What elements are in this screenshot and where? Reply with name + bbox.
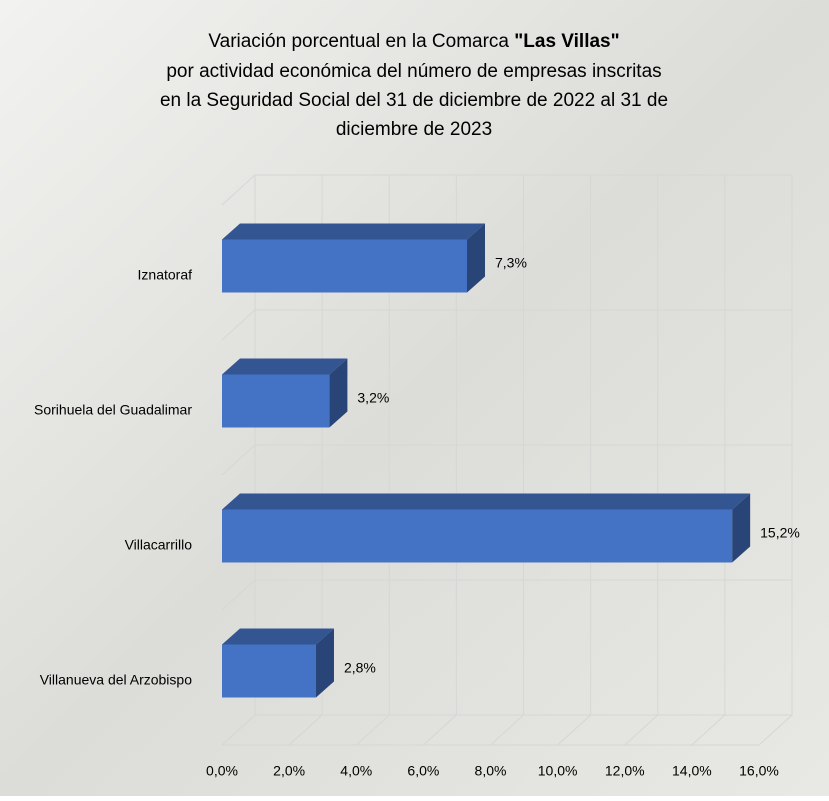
- data-label: 3,2%: [357, 390, 389, 406]
- wall-line: [221, 444, 792, 476]
- chart-subtitle: por actividad económica del número de em…: [166, 61, 661, 82]
- bar: [222, 239, 468, 293]
- bar-top: [222, 358, 348, 375]
- chart-title: Variación porcentual en la Comarca "Las …: [208, 31, 619, 52]
- y-tick-label: Villacarrillo: [125, 537, 193, 553]
- wall-line: [221, 579, 792, 611]
- wall-line: [221, 714, 792, 746]
- bar-side: [732, 493, 751, 563]
- grid: [221, 174, 793, 746]
- title-part: "Las Villas": [514, 31, 619, 52]
- chart-subtitle: en la Seguridad Social del 31 de diciemb…: [160, 90, 668, 111]
- x-tick-label: 2,0%: [273, 763, 305, 779]
- x-tick-label: 16,0%: [739, 763, 779, 779]
- bar-side: [467, 223, 486, 293]
- x-tick-label: 4,0%: [340, 763, 372, 779]
- wall-line: [221, 174, 792, 206]
- y-tick-label: Sorihuela del Guadalimar: [34, 402, 192, 418]
- title-part: Variación porcentual en la Comarca: [208, 31, 514, 52]
- x-tick-label: 0,0%: [206, 763, 238, 779]
- bar-top: [222, 493, 751, 510]
- x-tick-label: 8,0%: [475, 763, 507, 779]
- bar: [222, 374, 330, 428]
- bar-side: [329, 358, 348, 428]
- chart-subtitle: diciembre de 2023: [336, 119, 492, 140]
- data-label: 15,2%: [760, 525, 800, 541]
- bar: [222, 509, 733, 563]
- bar: [222, 644, 316, 698]
- data-label: 2,8%: [344, 660, 376, 676]
- y-tick-label: Villanueva del Arzobispo: [40, 672, 193, 688]
- x-tick-label: 14,0%: [672, 763, 712, 779]
- data-label: 7,3%: [495, 255, 527, 271]
- y-tick-label: Iznatoraf: [138, 267, 193, 283]
- x-tick-label: 12,0%: [605, 763, 645, 779]
- bar-top: [222, 223, 486, 240]
- bar-top: [222, 628, 334, 645]
- x-tick-label: 6,0%: [407, 763, 439, 779]
- x-tick-label: 10,0%: [538, 763, 578, 779]
- bar-side: [315, 628, 334, 698]
- wall-line: [221, 309, 792, 341]
